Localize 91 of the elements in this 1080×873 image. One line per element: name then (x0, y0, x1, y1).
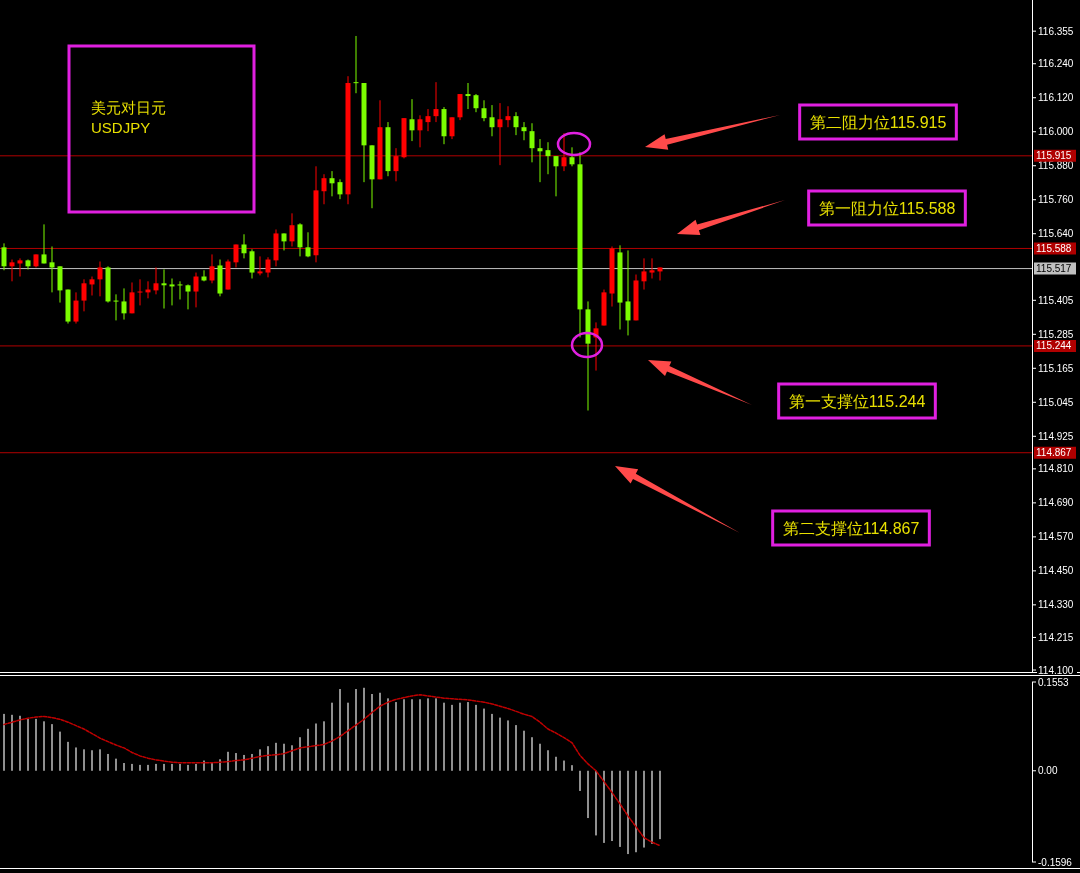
candlestick (529, 122, 535, 163)
ref-line-label: 114.867 (1036, 447, 1072, 459)
candlestick (137, 278, 143, 306)
candlestick (289, 212, 295, 247)
y-tick-label: 0.1553 (1038, 676, 1070, 688)
candlestick (337, 178, 343, 200)
candlestick (177, 280, 183, 300)
y-tick-label: 114.925 (1038, 430, 1074, 442)
candlestick (81, 278, 87, 312)
annotation: 美元对日元 USDJPY (91, 99, 166, 136)
candlestick (561, 132, 567, 172)
y-tick-label: 116.000 (1038, 126, 1074, 138)
ref-line-label: 115.517 (1036, 263, 1072, 275)
candlestick (625, 249, 631, 336)
ref-line-label: 115.915 (1036, 150, 1072, 162)
candlestick (537, 138, 543, 183)
candlestick (97, 260, 103, 297)
y-tick-label: 115.165 (1038, 362, 1074, 374)
candlestick (209, 253, 215, 284)
candlestick (185, 283, 191, 310)
candlestick (321, 173, 327, 205)
candlestick (417, 114, 423, 148)
candlestick (233, 243, 239, 268)
candlestick (121, 287, 127, 321)
candlestick (161, 268, 167, 310)
y-tick-label: 114.570 (1038, 531, 1074, 543)
y-tick-label: 0.00 (1038, 765, 1058, 777)
y-tick-label: 114.690 (1038, 497, 1074, 509)
candlestick (257, 255, 263, 276)
y-tick-label: 115.640 (1038, 228, 1074, 240)
candlestick (281, 232, 287, 251)
candlestick (641, 257, 647, 291)
candlestick (249, 248, 255, 279)
y-tick-label: 114.215 (1038, 631, 1074, 643)
candlestick (193, 272, 199, 308)
y-tick-label: 115.045 (1038, 396, 1074, 408)
y-tick-label: 114.330 (1038, 599, 1074, 611)
annotation: 第二支撑位114.867 (782, 519, 920, 537)
candlestick (41, 223, 47, 264)
candlestick (153, 266, 159, 295)
candlestick (657, 266, 663, 281)
candlestick (305, 231, 311, 258)
candlestick (89, 276, 95, 296)
y-tick-label: 116.240 (1038, 58, 1074, 70)
candlestick (457, 93, 463, 121)
candlestick (481, 99, 487, 122)
y-tick-label: 116.355 (1038, 25, 1074, 37)
candlestick (17, 257, 23, 278)
line-series (3, 694, 661, 847)
candlestick (393, 147, 399, 182)
candlestick (433, 81, 439, 123)
candlestick (545, 141, 551, 175)
y-tick-label: 116.120 (1038, 92, 1074, 104)
y-tick-label: 115.285 (1038, 328, 1074, 340)
y-tick-label: 114.450 (1038, 565, 1074, 577)
candlestick (521, 121, 527, 141)
candlestick (465, 82, 471, 110)
candlestick (649, 257, 655, 279)
candlestick (449, 116, 455, 140)
y-tick-label: 114.100 (1038, 664, 1074, 676)
candlestick (505, 105, 511, 128)
candlestick (553, 155, 559, 197)
annotation: 第一支撑位115.244 (788, 392, 926, 410)
candlestick (49, 245, 55, 293)
candlestick (1, 242, 7, 271)
y-tick-label: 115.405 (1038, 294, 1074, 306)
candlestick (329, 170, 335, 197)
candlestick (473, 93, 479, 113)
candlestick (409, 98, 415, 142)
y-tick-label: 114.810 (1038, 463, 1074, 475)
candlestick (9, 259, 15, 282)
y-tick-label: 115.880 (1038, 160, 1074, 172)
candlestick (265, 256, 271, 278)
candlestick (129, 281, 135, 314)
ref-line-label: 115.244 (1036, 340, 1072, 352)
candlestick (489, 104, 495, 137)
candlestick (425, 108, 431, 132)
candlestick (497, 102, 503, 166)
candlestick (569, 146, 575, 167)
y-tick-label: 115.760 (1038, 194, 1074, 206)
candlestick (73, 291, 79, 325)
annotation: 第二阻力位115.915 (809, 113, 947, 131)
candlestick (241, 233, 247, 259)
ref-line-label: 115.588 (1036, 242, 1072, 254)
candlestick (353, 35, 359, 94)
annotation: 第一阻力位115.588 (818, 199, 956, 217)
candlestick (513, 111, 519, 136)
candlestick (169, 277, 175, 306)
y-tick-label: -0.1596 (1038, 856, 1073, 868)
candlestick (113, 293, 119, 321)
candlestick (297, 222, 303, 257)
